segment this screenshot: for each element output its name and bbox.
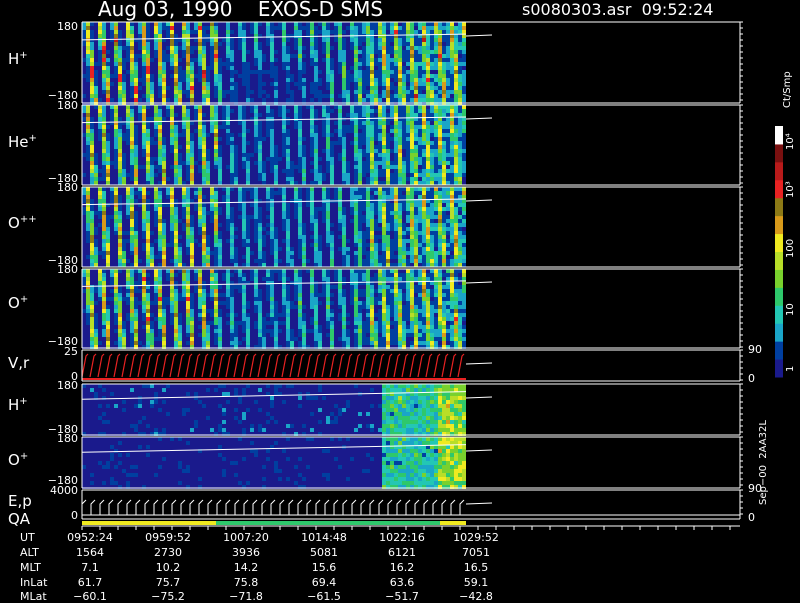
tick-p7-top: 180 bbox=[57, 432, 78, 445]
panel-label-o-plus: O+ bbox=[8, 294, 29, 312]
axis-cell: 1564 bbox=[76, 546, 104, 559]
heatmap-panel-4 bbox=[81, 353, 466, 380]
tick-p8-bottom: 0 bbox=[71, 509, 78, 522]
axis-cell: −61.5 bbox=[307, 590, 341, 603]
axis-cell: 1029:52 bbox=[453, 531, 499, 544]
heatmap-panel-6 bbox=[81, 437, 467, 489]
tick-p5-bottom: 0 bbox=[71, 370, 78, 383]
tick-p4-top: 180 bbox=[57, 263, 78, 276]
tick-p3-bottom: −180 bbox=[47, 254, 78, 267]
tick-p3-top: 180 bbox=[57, 181, 78, 194]
axis-cell: 16.5 bbox=[463, 561, 489, 574]
colorbar-unit: Ct/Smp bbox=[782, 71, 793, 108]
row-label-mlat: MLat bbox=[20, 590, 47, 603]
rtick-ep-bottom: 0 bbox=[748, 511, 755, 524]
colorbar-label-10: 10 bbox=[785, 303, 796, 316]
tick-p6-bottom: −180 bbox=[47, 423, 78, 436]
panel-label-ep: E,p bbox=[8, 492, 32, 510]
axis-cell: 0952:24 bbox=[67, 531, 113, 544]
panel-label-o-plus-2: O+ bbox=[8, 451, 29, 469]
panel-label-qa: QA bbox=[8, 510, 31, 528]
axis-cell: 75.8 bbox=[233, 576, 259, 589]
colorbar-label-1e4: 10⁴ bbox=[785, 133, 796, 150]
axis-cell: −42.8 bbox=[459, 590, 493, 603]
axis-cell: 59.1 bbox=[463, 576, 489, 589]
axis-cell: 2730 bbox=[154, 546, 182, 559]
axis-cell: −51.7 bbox=[385, 590, 419, 603]
axis-cell: 7051 bbox=[462, 546, 490, 559]
colorbar-label-1: 1 bbox=[785, 365, 796, 372]
row-label-ut: UT bbox=[20, 531, 35, 544]
axis-cell: 0959:52 bbox=[145, 531, 191, 544]
axis-cell: 1022:16 bbox=[379, 531, 425, 544]
tick-p7-bottom: −180 bbox=[47, 474, 78, 487]
qa-bar bbox=[82, 521, 466, 525]
heatmap-panel-1 bbox=[81, 105, 467, 185]
panel-label-h-plus: H+ bbox=[8, 50, 28, 68]
chart-title: Aug 03, 1990 EXOS-D SMS bbox=[98, 0, 384, 21]
axis-cell: 16.2 bbox=[389, 561, 415, 574]
tick-p2-top: 180 bbox=[57, 99, 78, 112]
axis-cell: 61.7 bbox=[77, 576, 103, 589]
axis-cell: 6121 bbox=[388, 546, 416, 559]
footer-stamp: Sep−00 2AA32L bbox=[758, 420, 769, 505]
heatmap-panel-7 bbox=[81, 499, 740, 516]
axis-cell: 10.2 bbox=[155, 561, 181, 574]
axis-cell: 69.4 bbox=[311, 576, 337, 589]
panel-label-vr: V,r bbox=[8, 354, 30, 372]
axis-cell: 1007:20 bbox=[223, 531, 269, 544]
heatmap-panel-2 bbox=[81, 187, 467, 267]
axis-cell: 15.6 bbox=[311, 561, 337, 574]
axis-cell: −71.8 bbox=[229, 590, 263, 603]
tick-p4-bottom: −180 bbox=[47, 335, 78, 348]
axis-cell: −75.2 bbox=[151, 590, 185, 603]
row-label-mlt: MLT bbox=[20, 561, 41, 574]
axis-cell: 75.7 bbox=[155, 576, 181, 589]
panel-label-h-plus-2: H+ bbox=[8, 396, 28, 414]
axis-cell: 14.2 bbox=[233, 561, 259, 574]
colorbar-label-1e3: 10³ bbox=[785, 181, 796, 198]
panel-label-he-plus: He+ bbox=[8, 133, 37, 151]
colorbar-label-100: 100 bbox=[785, 238, 796, 258]
tick-p1-top: 180 bbox=[57, 20, 78, 33]
heatmap-panel-3 bbox=[81, 269, 467, 349]
axis-cell: 1014:48 bbox=[301, 531, 347, 544]
axis-cell: −60.1 bbox=[73, 590, 107, 603]
tick-p5-top: 25 bbox=[64, 345, 78, 358]
tick-p8-top: 4000 bbox=[50, 484, 78, 497]
tick-p2-bottom: −180 bbox=[47, 172, 78, 185]
panel-label-o-plus-plus: O++ bbox=[8, 214, 37, 232]
axis-cell: 63.6 bbox=[389, 576, 415, 589]
axis-cell: 5081 bbox=[310, 546, 338, 559]
heatmap-panel-0 bbox=[81, 22, 467, 106]
rtick-ep-top: 90 bbox=[748, 482, 762, 495]
tick-p1-bottom: −180 bbox=[47, 89, 78, 102]
tick-p6-top: 180 bbox=[57, 379, 78, 392]
row-label-alt: ALT bbox=[20, 546, 39, 559]
rtick-vr-top: 90 bbox=[748, 343, 762, 356]
file-info: s0080303.asr 09:52:24 bbox=[522, 0, 714, 19]
colorbar bbox=[775, 126, 783, 378]
axis-cell: 7.1 bbox=[81, 561, 99, 574]
rtick-vr-bottom: 0 bbox=[748, 372, 755, 385]
axis-cell: 3936 bbox=[232, 546, 260, 559]
heatmap-panel-5 bbox=[81, 384, 467, 436]
row-label-inlat: InLat bbox=[20, 576, 48, 589]
